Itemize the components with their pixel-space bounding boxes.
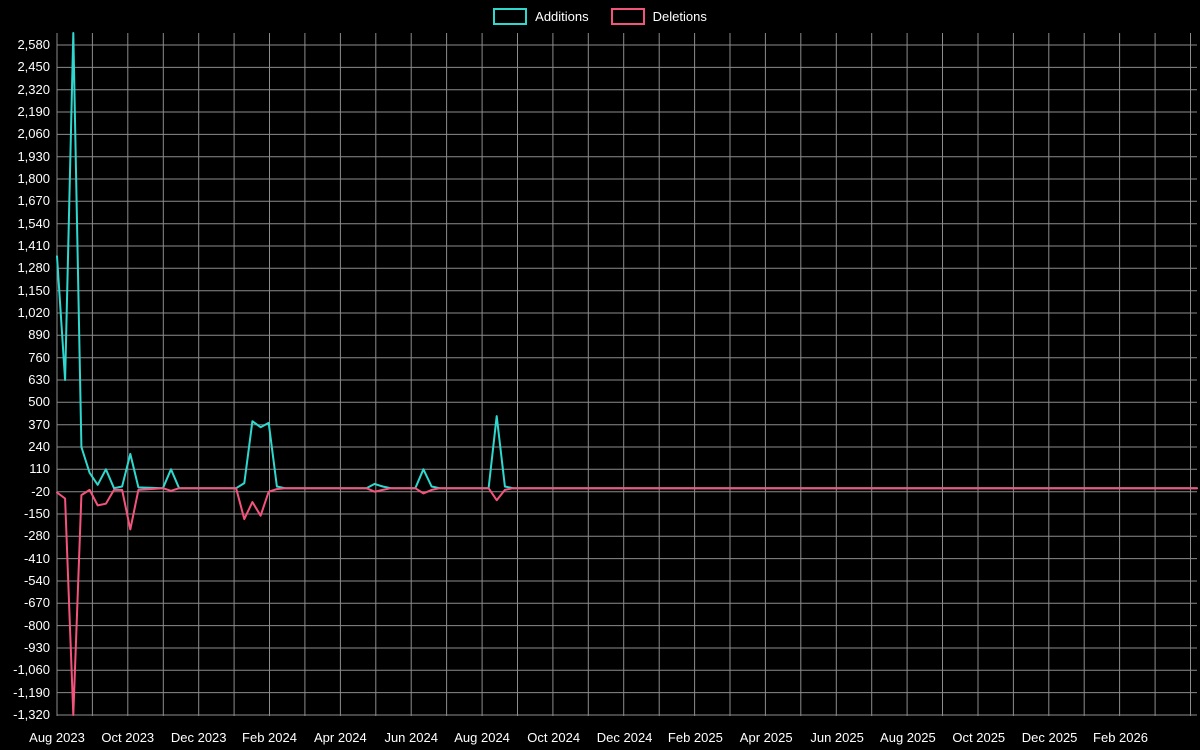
y-axis-tick-label: -800 bbox=[23, 617, 50, 633]
y-axis-tick-label: -930 bbox=[23, 640, 50, 655]
x-axis-tick-label: Dec 2025 bbox=[1021, 730, 1078, 745]
x-axis-tick-label: Feb 2024 bbox=[242, 730, 297, 745]
legend-label-additions: Additions bbox=[535, 9, 589, 24]
y-axis-tick-label: 630 bbox=[28, 372, 50, 387]
y-axis-tick-label: 1,670 bbox=[17, 193, 50, 209]
x-axis-tick-label: Apr 2024 bbox=[314, 730, 367, 745]
y-axis-tick-label: 2,320 bbox=[17, 81, 50, 97]
y-axis-tick-label: 2,060 bbox=[17, 126, 50, 142]
y-axis-tick-label: 110 bbox=[29, 461, 50, 477]
legend-item-deletions[interactable]: Deletions bbox=[610, 8, 707, 25]
deletions-swatch bbox=[610, 8, 645, 25]
y-axis-tick-label: 240 bbox=[28, 439, 50, 454]
x-axis-tick-label: Dec 2023 bbox=[170, 730, 227, 745]
additions-line bbox=[56, 32, 1198, 490]
x-axis-tick-label: Dec 2024 bbox=[596, 730, 653, 745]
additions-swatch bbox=[493, 8, 528, 25]
y-axis-tick-label: 370 bbox=[28, 416, 50, 432]
y-axis-tick-label: 1,410 bbox=[17, 238, 50, 253]
y-axis-tick-label: 2,190 bbox=[17, 104, 50, 119]
y-axis-tick-label: 1,800 bbox=[17, 171, 50, 186]
y-axis-tick-label: -670 bbox=[23, 595, 50, 611]
x-axis-tick-label: Oct 2024 bbox=[527, 730, 581, 745]
x-axis-tick-label: Apr 2025 bbox=[739, 730, 793, 745]
x-axis-tick-label: Aug 2024 bbox=[454, 730, 510, 745]
x-axis-tick-label: Aug 2025 bbox=[880, 730, 936, 745]
y-axis-tick-label: 2,450 bbox=[17, 59, 50, 75]
y-axis-tick-label: 500 bbox=[28, 394, 50, 410]
x-axis-tick-label: Oct 2025 bbox=[952, 730, 1006, 745]
x-axis-tick-label: Oct 2023 bbox=[101, 730, 155, 745]
y-axis-tick-label: 1,280 bbox=[17, 260, 50, 276]
x-axis-tick-label: Feb 2026 bbox=[1093, 730, 1148, 745]
y-axis-tick-label: -1,190 bbox=[13, 684, 50, 700]
x-axis-tick-label: Aug 2023 bbox=[29, 730, 85, 745]
y-axis-tick-label: -410 bbox=[23, 550, 50, 566]
y-axis-tick-label: 1,930 bbox=[17, 148, 50, 164]
y-axis-tick-label: -280 bbox=[23, 528, 50, 544]
y-axis-tick-label: 2,580 bbox=[17, 37, 50, 52]
chart-legend: Additions Deletions bbox=[0, 8, 1200, 25]
y-axis-tick-label: 760 bbox=[28, 349, 50, 365]
x-axis-tick-label: Feb 2025 bbox=[667, 730, 723, 745]
y-axis-tick-label: -540 bbox=[23, 573, 50, 588]
y-axis-tick-label: 890 bbox=[28, 327, 50, 343]
legend-item-additions[interactable]: Additions bbox=[493, 8, 589, 25]
y-axis-tick-label: -1,320 bbox=[13, 707, 50, 722]
y-axis-tick-label: 1,150 bbox=[17, 282, 50, 298]
y-axis-tick-label: 1,540 bbox=[17, 215, 50, 231]
y-axis-tick-label: -150 bbox=[23, 506, 50, 521]
x-axis-tick-label: Jun 2025 bbox=[810, 730, 864, 745]
x-axis-tick-label: Jun 2024 bbox=[384, 730, 438, 745]
y-axis-tick-label: -20 bbox=[31, 483, 50, 499]
y-axis-tick-label: 1,020 bbox=[17, 305, 50, 320]
legend-label-deletions: Deletions bbox=[652, 9, 707, 24]
y-axis-tick-label: -1,060 bbox=[13, 662, 50, 678]
deletions-line bbox=[56, 487, 1198, 716]
